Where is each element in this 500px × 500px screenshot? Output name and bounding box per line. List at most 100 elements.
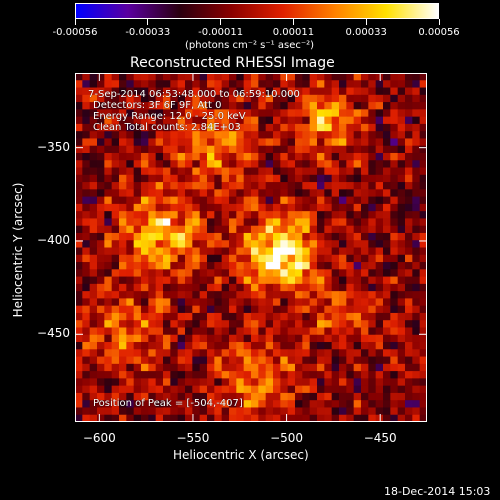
heatmap-cell: [119, 291, 127, 299]
heatmap-cell: [383, 407, 391, 416]
heatmap-cell: [177, 167, 186, 176]
heatmap-cell: [243, 385, 252, 394]
heatmap-cell: [141, 334, 149, 343]
heatmap-cell: [339, 262, 347, 270]
heatmap-cell: [273, 334, 281, 343]
heatmap-cell: [383, 160, 391, 168]
heatmap-cell: [265, 218, 274, 227]
heatmap-cell: [148, 203, 157, 212]
heatmap-cell: [104, 254, 113, 263]
heatmap-cell: [287, 342, 296, 350]
heatmap-cell: [273, 276, 281, 285]
heatmap-cell: [177, 334, 186, 343]
heatmap-cell: [163, 356, 171, 365]
heatmap-cell: [309, 225, 318, 234]
heatmap-cell: [243, 334, 252, 343]
heatmap-cell: [82, 87, 91, 96]
heatmap-cell: [419, 131, 427, 139]
heatmap-cell: [258, 291, 267, 299]
heatmap-cell: [280, 320, 289, 328]
heatmap-cell: [324, 356, 333, 365]
heatmap-cell: [236, 94, 245, 103]
heatmap-cell: [229, 116, 237, 125]
heatmap-cell: [141, 109, 149, 118]
heatmap-cell: [383, 189, 391, 197]
heatmap-cell: [75, 414, 83, 422]
heatmap-cell: [375, 174, 384, 183]
heatmap-cell: [229, 240, 237, 248]
heatmap-cell: [397, 400, 406, 408]
heatmap-cell: [185, 87, 193, 96]
heatmap-cell: [265, 240, 274, 248]
heatmap-cell: [390, 94, 399, 103]
heatmap-cell: [375, 225, 384, 234]
heatmap-cell: [419, 109, 427, 118]
heatmap-cell: [383, 138, 391, 147]
heatmap-cell: [324, 262, 333, 270]
heatmap-cell: [133, 211, 142, 219]
heatmap-cell: [97, 145, 105, 154]
heatmap-cell: [163, 283, 171, 292]
heatmap-cell: [353, 211, 362, 219]
heatmap-cell: [339, 232, 347, 241]
heatmap-cell: [383, 152, 391, 161]
heatmap-cell: [287, 116, 296, 125]
heatmap-cell: [273, 262, 281, 270]
heatmap-cell: [383, 203, 391, 212]
heatmap-cell: [155, 138, 164, 147]
heatmap-cell: [133, 254, 142, 263]
heatmap-cell: [229, 298, 237, 307]
heatmap-cell: [177, 196, 186, 205]
heatmap-cell: [375, 218, 384, 227]
heatmap-cell: [221, 87, 230, 96]
heatmap-cell: [207, 167, 215, 176]
heatmap-cell: [258, 116, 267, 125]
heatmap-cell: [229, 334, 237, 343]
heatmap-cell: [390, 320, 399, 328]
heatmap-cell: [111, 392, 120, 401]
heatmap-cell: [104, 385, 113, 394]
heatmap-cell: [258, 218, 267, 227]
heatmap-cell: [236, 312, 245, 321]
heatmap-cell: [339, 145, 347, 154]
heatmap-cell: [397, 276, 406, 285]
heatmap-cell: [383, 109, 391, 118]
heatmap-cell: [163, 247, 171, 256]
heatmap-cell: [273, 102, 281, 110]
heatmap-cell: [207, 73, 215, 81]
heatmap-cell: [397, 342, 406, 350]
heatmap-cell: [163, 102, 171, 110]
heatmap-cell: [324, 196, 333, 205]
heatmap-cell: [361, 211, 369, 219]
heatmap-cell: [368, 203, 377, 212]
heatmap-cell: [163, 109, 171, 118]
heatmap-cell: [75, 94, 83, 103]
heatmap-cell: [339, 371, 347, 379]
heatmap-cell: [119, 138, 127, 147]
y-axis-label: Heliocentric Y (arcsec): [11, 182, 25, 318]
heatmap-cell: [199, 80, 208, 88]
heatmap-cell: [89, 145, 98, 154]
heatmap-cell: [192, 276, 201, 285]
heatmap-cell: [75, 305, 83, 314]
heatmap-cell: [309, 138, 318, 147]
heatmap-cell: [375, 385, 384, 394]
heatmap-cell: [346, 73, 355, 81]
heatmap-cell: [383, 225, 391, 234]
heatmap-cell: [412, 218, 421, 227]
heatmap-cell: [207, 327, 215, 336]
heatmap-cell: [221, 363, 230, 372]
heatmap-cell: [104, 189, 113, 197]
heatmap-cell: [353, 291, 362, 299]
heatmap-cell: [207, 109, 215, 118]
heatmap-cell: [280, 138, 289, 147]
heatmap-cell: [251, 327, 259, 336]
heatmap-cell: [412, 305, 421, 314]
heatmap-cell: [97, 378, 105, 387]
heatmap-cell: [280, 334, 289, 343]
heatmap-cell: [243, 363, 252, 372]
heatmap-cell: [163, 392, 171, 401]
heatmap-cell: [353, 182, 362, 190]
heatmap-cell: [412, 363, 421, 372]
heatmap-cell: [133, 203, 142, 212]
